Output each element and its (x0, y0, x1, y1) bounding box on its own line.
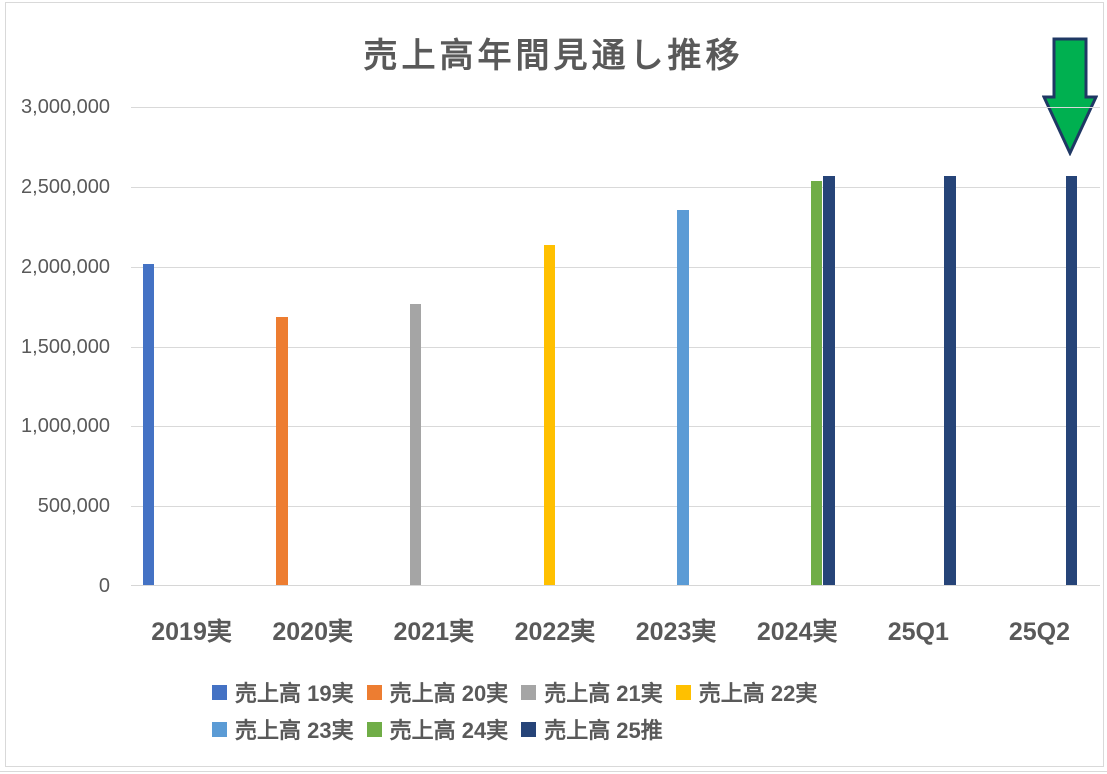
plot-area (131, 107, 1100, 586)
y-tick-label: 2,500,000 (21, 175, 110, 198)
gridline (131, 107, 1100, 108)
y-tick-label: 0 (98, 575, 110, 597)
legend-marker-icon (212, 684, 227, 700)
x-tick-label: 2023実 (635, 618, 717, 646)
legend-marker-icon (366, 684, 382, 700)
legend-item: 売上高 20実 (366, 676, 509, 708)
gridline (131, 266, 1100, 268)
y-tick-label: 1,500,000 (21, 335, 110, 358)
x-tick-label: 2024実 (756, 618, 838, 646)
y-axis: 3,000,000 2,500,000 2,000,000 1,500,000 1,00… (0, 0, 110, 774)
x-axis-line (131, 585, 1100, 586)
legend-item-label: 売上高 22実 (698, 681, 818, 706)
legend-item: 売上高 24実 (366, 713, 509, 745)
bar-売上高 25推-2024実 (823, 176, 835, 585)
legend-item: 売上高 21実 (521, 676, 663, 708)
gridline (131, 186, 1100, 188)
legend: 売上高 19実 売上高 20実 売上高 21実 売上高 22実 売上高 23実 売上高 2… (212, 678, 817, 743)
x-tick-label: 2022実 (514, 618, 596, 646)
x-axis: 2019実 2020実 2021実 2022実 2023実 2024実 25Q1 25Q2 (131, 610, 1100, 655)
legend-item: 売上高 19実 (212, 676, 354, 708)
x-tick-label: 25Q1 (887, 618, 949, 646)
gridline (131, 426, 1100, 428)
bar-売上高 25推-25Q1 (944, 176, 956, 585)
bar-売上高 23実-2023実 (677, 209, 689, 585)
legend-marker-icon (675, 684, 691, 700)
y-tick-label: 500,000 (37, 495, 110, 518)
legend-item-label: 売上高 24実 (389, 718, 509, 743)
bar-売上高 25推-25Q2 (1065, 176, 1078, 585)
x-tick-label: 2020実 (272, 618, 353, 646)
green-down-arrow-icon (1042, 37, 1098, 156)
bar-売上高 21実-2021実 (409, 304, 422, 585)
y-tick-label: 1,000,000 (21, 415, 110, 438)
legend-item-label: 売上高 20実 (389, 681, 509, 706)
bar-売上高 20実-2020実 (276, 316, 288, 585)
gridline (131, 346, 1100, 348)
legend-item: 売上高 25推 (521, 713, 663, 745)
legend-marker-icon (521, 684, 537, 700)
y-tick-label: 2,000,000 (21, 255, 110, 278)
bar-売上高 24実-2024実 (810, 181, 823, 585)
y-tick-label: 3,000,000 (21, 96, 110, 118)
legend-item-label: 売上高 25推 (544, 718, 663, 743)
legend-item: 売上高 23実 (212, 713, 354, 745)
legend-item-label: 売上高 19実 (235, 681, 354, 706)
legend-item-label: 売上高 21実 (544, 681, 663, 706)
x-tick-label: 2021実 (393, 618, 475, 646)
legend-item-label: 売上高 23実 (235, 718, 354, 743)
legend-row: 売上高 23実 売上高 24実 売上高 25推 (212, 715, 817, 743)
bar-売上高 22実-2022実 (543, 244, 556, 585)
legend-row: 売上高 19実 売上高 20実 売上高 21実 売上高 22実 (212, 678, 817, 706)
bar-売上高 19実-2019実 (142, 264, 155, 585)
legend-item: 売上高 22実 (675, 676, 818, 708)
legend-marker-icon (212, 721, 227, 737)
legend-marker-icon (366, 721, 382, 737)
x-tick-label: 2019実 (151, 618, 232, 646)
gridline (131, 506, 1100, 508)
legend-marker-icon (521, 721, 537, 737)
x-tick-label: 25Q2 (1008, 618, 1071, 646)
bottom-divider (0, 771, 1107, 772)
chart-title: 売上高年間見通し推移 (363, 37, 744, 75)
